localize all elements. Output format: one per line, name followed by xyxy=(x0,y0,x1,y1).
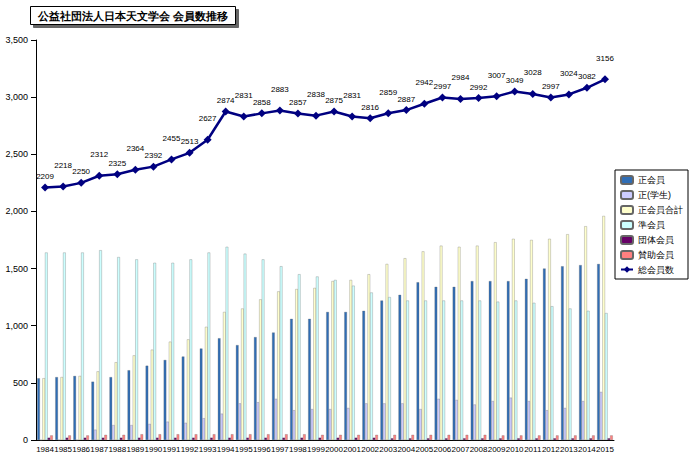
svg-text:2003: 2003 xyxy=(379,445,397,454)
svg-text:2831: 2831 xyxy=(235,91,253,100)
svg-text:2875: 2875 xyxy=(325,96,343,105)
svg-text:2312: 2312 xyxy=(90,150,108,159)
svg-text:正会員: 正会員 xyxy=(638,175,665,185)
svg-text:2250: 2250 xyxy=(72,167,90,176)
svg-text:1992: 1992 xyxy=(181,445,199,454)
svg-text:2997: 2997 xyxy=(542,82,560,91)
svg-text:2992: 2992 xyxy=(470,83,488,92)
svg-text:3024: 3024 xyxy=(560,69,578,78)
svg-text:3156: 3156 xyxy=(596,54,614,63)
svg-text:3,000: 3,000 xyxy=(5,92,28,102)
svg-text:2010: 2010 xyxy=(506,445,524,454)
svg-text:2011: 2011 xyxy=(524,445,542,454)
svg-text:2858: 2858 xyxy=(253,98,271,107)
svg-text:2006: 2006 xyxy=(434,445,452,454)
svg-text:1985: 1985 xyxy=(54,445,72,454)
svg-text:1988: 1988 xyxy=(108,445,126,454)
svg-text:1994: 1994 xyxy=(217,445,235,454)
svg-text:1989: 1989 xyxy=(126,445,144,454)
svg-text:2997: 2997 xyxy=(434,82,452,91)
svg-text:1997: 1997 xyxy=(271,445,289,454)
svg-text:2874: 2874 xyxy=(217,96,235,105)
svg-text:3007: 3007 xyxy=(488,71,506,80)
svg-text:1,000: 1,000 xyxy=(5,321,28,331)
svg-text:2007: 2007 xyxy=(452,445,470,454)
svg-text:2984: 2984 xyxy=(452,73,470,82)
svg-text:1987: 1987 xyxy=(90,445,108,454)
svg-text:500: 500 xyxy=(13,378,28,388)
svg-text:2816: 2816 xyxy=(361,103,379,112)
svg-text:2364: 2364 xyxy=(126,144,144,153)
svg-text:3082: 3082 xyxy=(578,72,596,81)
svg-text:2001: 2001 xyxy=(343,445,361,454)
svg-text:2014: 2014 xyxy=(578,445,596,454)
svg-text:0: 0 xyxy=(23,435,28,445)
svg-text:2004: 2004 xyxy=(397,445,415,454)
svg-text:準会員: 準会員 xyxy=(638,220,665,230)
svg-text:団体会員: 団体会員 xyxy=(638,235,674,245)
svg-text:2209: 2209 xyxy=(36,172,54,181)
svg-text:1998: 1998 xyxy=(289,445,307,454)
svg-text:2831: 2831 xyxy=(343,91,361,100)
svg-text:1999: 1999 xyxy=(307,445,325,454)
svg-text:2005: 2005 xyxy=(415,445,433,454)
svg-text:2325: 2325 xyxy=(108,159,126,168)
svg-text:1986: 1986 xyxy=(72,445,90,454)
svg-text:1990: 1990 xyxy=(145,445,163,454)
svg-text:3,500: 3,500 xyxy=(5,35,28,45)
svg-text:2392: 2392 xyxy=(145,151,163,160)
svg-text:2859: 2859 xyxy=(379,88,397,97)
svg-text:正(学生): 正(学生) xyxy=(638,190,671,200)
svg-text:2942: 2942 xyxy=(415,78,433,87)
svg-text:2883: 2883 xyxy=(271,85,289,94)
svg-text:1995: 1995 xyxy=(235,445,253,454)
svg-text:2002: 2002 xyxy=(361,445,379,454)
svg-text:2012: 2012 xyxy=(542,445,560,454)
svg-text:2455: 2455 xyxy=(163,134,181,143)
svg-text:総会員数: 総会員数 xyxy=(637,265,674,275)
svg-text:1996: 1996 xyxy=(253,445,271,454)
svg-text:3028: 3028 xyxy=(524,68,542,77)
svg-text:1993: 1993 xyxy=(199,445,217,454)
svg-text:1,500: 1,500 xyxy=(5,264,28,274)
svg-text:1991: 1991 xyxy=(163,445,181,454)
svg-text:2,500: 2,500 xyxy=(5,149,28,159)
svg-text:2513: 2513 xyxy=(181,137,199,146)
svg-text:2009: 2009 xyxy=(488,445,506,454)
svg-text:正会員合計: 正会員合計 xyxy=(638,205,683,215)
svg-text:2627: 2627 xyxy=(199,114,217,123)
svg-text:2015: 2015 xyxy=(596,445,614,454)
svg-text:2218: 2218 xyxy=(54,161,72,170)
svg-text:賛助会員: 賛助会員 xyxy=(638,250,674,260)
svg-text:2013: 2013 xyxy=(560,445,578,454)
svg-text:2000: 2000 xyxy=(325,445,343,454)
svg-text:2838: 2838 xyxy=(307,90,325,99)
svg-text:公益社団法人日本天文学会 会員数推移: 公益社団法人日本天文学会 会員数推移 xyxy=(37,10,228,23)
svg-text:2857: 2857 xyxy=(289,98,307,107)
svg-text:2,000: 2,000 xyxy=(5,206,28,216)
svg-text:3049: 3049 xyxy=(506,76,524,85)
svg-text:2887: 2887 xyxy=(397,95,415,104)
svg-text:2008: 2008 xyxy=(470,445,488,454)
svg-text:1984: 1984 xyxy=(36,445,54,454)
